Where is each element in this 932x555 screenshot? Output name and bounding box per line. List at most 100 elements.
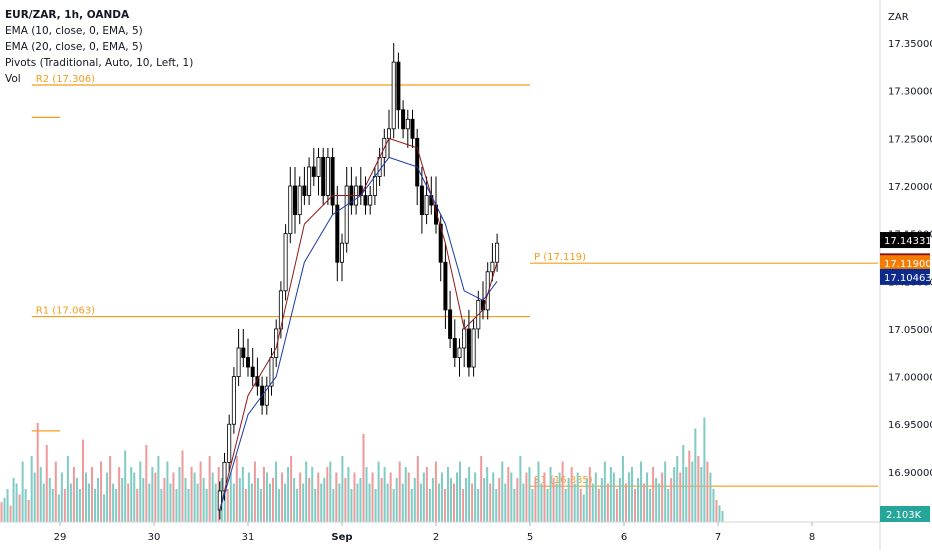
y-tick-label: 16.95000 [888, 420, 932, 431]
volume-bar [262, 467, 265, 522]
volume-bar [365, 467, 368, 522]
volume-bar [667, 489, 670, 522]
volume-bar [299, 472, 302, 522]
volume-bar [36, 423, 39, 522]
volume-bar [673, 467, 676, 522]
x-tick-label: 7 [715, 532, 721, 543]
volume-bar [456, 472, 459, 522]
volume-bar [658, 483, 661, 522]
volume-bar [558, 472, 561, 522]
candle-body [401, 109, 406, 130]
indicator-pivots[interactable]: Pivots (Traditional, Auto, 10, Left, 1) [5, 57, 194, 69]
candle-body [335, 204, 340, 263]
volume-bar [308, 478, 311, 522]
volume-bar [597, 489, 600, 522]
price-tag [880, 232, 930, 249]
candle-body [457, 347, 462, 358]
volume-bar [676, 456, 679, 522]
volume-bar [199, 461, 202, 522]
volume-bar [332, 489, 335, 522]
volume-bar [643, 483, 646, 522]
volume-bar [18, 494, 21, 522]
volume-bar [91, 467, 94, 522]
candle-body [415, 137, 420, 187]
volume-bar [410, 489, 413, 522]
volume-bar [474, 472, 477, 522]
candle-body [269, 357, 274, 387]
y-tick-label: 17.00000 [888, 373, 932, 384]
x-tick-label: 2 [433, 532, 439, 543]
volume-bar [84, 472, 87, 522]
candle-body [363, 195, 368, 206]
volume-bar [537, 461, 540, 522]
volume-bar [118, 467, 121, 522]
symbol-title[interactable]: EUR/ZAR, 1h, OANDA [5, 9, 130, 21]
volume-bar [33, 472, 36, 522]
volume-bar [235, 456, 238, 522]
volume-bar [27, 500, 30, 522]
volume-bar [341, 456, 344, 522]
candle-body [438, 223, 443, 263]
volume-bar [682, 445, 685, 522]
time-axis[interactable]: 29 30 31 Sep 2 5 6 7 8 [54, 522, 816, 543]
volume-bar [181, 450, 184, 522]
volume-bar [510, 472, 513, 522]
candle-body [368, 195, 373, 206]
volume-bar [534, 478, 537, 522]
volume-bar [241, 467, 244, 522]
volume-bar [3, 497, 6, 522]
volume-bar [486, 467, 489, 522]
volume-bar [30, 456, 33, 522]
volume-bar [21, 461, 24, 522]
candle-body [471, 328, 476, 368]
volume-bar [543, 472, 546, 522]
volume-bar [15, 483, 18, 522]
currency-label: ZAR [888, 12, 909, 23]
volume-bar [205, 489, 208, 522]
volume-bar [627, 472, 630, 522]
volume-bar [9, 505, 12, 522]
volume-bar [495, 489, 498, 522]
volume-bar [389, 472, 392, 522]
volume-bar [489, 483, 492, 522]
volume-bar [564, 489, 567, 522]
volume-bar [465, 478, 468, 522]
indicator-volume[interactable]: Vol [5, 73, 21, 85]
volume-bar [78, 489, 81, 522]
volume-bar [51, 489, 54, 522]
volume-bar [305, 461, 308, 522]
volume-bar [247, 472, 250, 522]
candle-body [283, 233, 288, 292]
candle-body [250, 366, 255, 377]
candle-body [386, 128, 391, 139]
volume-bar [344, 478, 347, 522]
volume-bar [97, 478, 100, 522]
volume-bar [459, 461, 462, 522]
volume-bar [359, 478, 362, 522]
volume-bar [513, 489, 516, 522]
volume-bar [175, 489, 178, 522]
indicator-ema20[interactable]: EMA (20, close, 0, EMA, 5) [5, 41, 143, 53]
x-tick-label: Sep [331, 532, 352, 543]
volume-bar [121, 478, 124, 522]
candle-body [321, 157, 326, 196]
volume-bar [498, 478, 501, 522]
volume-bar [703, 417, 706, 522]
volume-bar [709, 472, 712, 522]
volume-bar [573, 483, 576, 522]
volume-bar [48, 478, 51, 522]
indicator-ema10[interactable]: EMA (10, close, 0, EMA, 5) [5, 25, 143, 37]
pivot-label: P (17.119) [534, 252, 586, 263]
volume-bar [492, 472, 495, 522]
volume-bar [293, 478, 296, 522]
volume-bars [0, 417, 724, 522]
volume-bar [419, 483, 422, 522]
volume-bar [196, 483, 199, 522]
volume-bar [281, 472, 284, 522]
volume-bar [570, 467, 573, 522]
volume-bar [612, 472, 615, 522]
volume-bar [265, 472, 268, 522]
volume-bar [275, 461, 278, 522]
volume-bar [471, 483, 474, 522]
